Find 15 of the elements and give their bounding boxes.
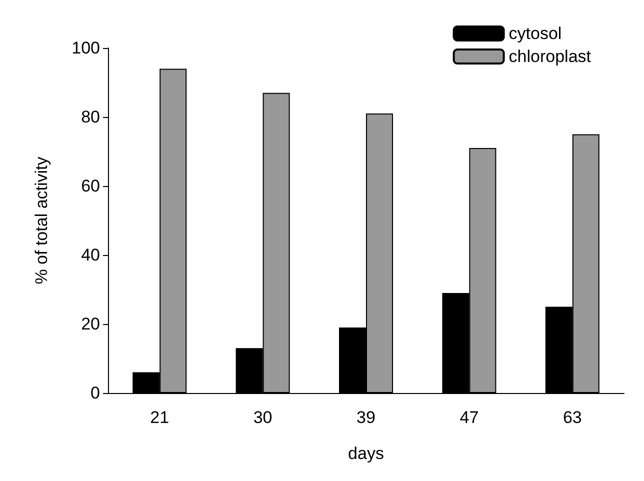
y-tick-label: 40 [81, 246, 100, 264]
y-tick-label: 20 [81, 314, 100, 334]
x-tick-label: 30 [253, 408, 272, 427]
y-tick-label: 80 [81, 108, 100, 126]
y-tick-label: 60 [81, 176, 100, 196]
x-tick-label: 47 [460, 408, 479, 427]
y-tick-label: 100 [72, 38, 100, 58]
x-axis-title: days [348, 444, 384, 463]
y-axis-title: % of total activity [32, 156, 51, 284]
x-tick-label: 21 [150, 408, 170, 427]
legend-label: cytosol [508, 24, 562, 43]
x-tick-label: 39 [356, 408, 376, 427]
x-tick-label: 63 [562, 408, 582, 427]
y-tick-label: 0 [90, 384, 100, 402]
legend-label: chloroplast [508, 47, 592, 66]
